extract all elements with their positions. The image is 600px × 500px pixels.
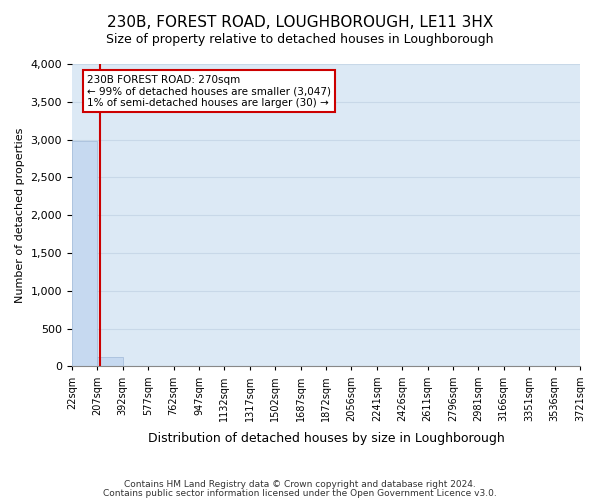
Y-axis label: Number of detached properties: Number of detached properties	[15, 128, 25, 303]
X-axis label: Distribution of detached houses by size in Loughborough: Distribution of detached houses by size …	[148, 432, 505, 445]
Text: 230B, FOREST ROAD, LOUGHBOROUGH, LE11 3HX: 230B, FOREST ROAD, LOUGHBOROUGH, LE11 3H…	[107, 15, 493, 30]
Bar	[72, 140, 97, 366]
Text: Contains HM Land Registry data © Crown copyright and database right 2024.: Contains HM Land Registry data © Crown c…	[124, 480, 476, 489]
Text: Contains public sector information licensed under the Open Government Licence v3: Contains public sector information licen…	[103, 488, 497, 498]
Text: 230B FOREST ROAD: 270sqm
← 99% of detached houses are smaller (3,047)
1% of semi: 230B FOREST ROAD: 270sqm ← 99% of detach…	[87, 74, 331, 108]
Bar	[97, 358, 123, 366]
Text: Size of property relative to detached houses in Loughborough: Size of property relative to detached ho…	[106, 32, 494, 46]
